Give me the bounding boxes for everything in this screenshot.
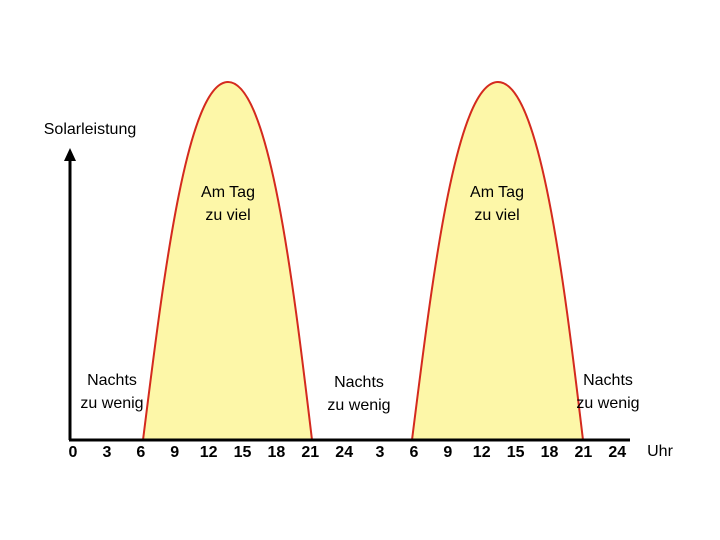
x-tick-label: 24 [335, 444, 353, 461]
x-axis-label: Uhr [647, 443, 673, 460]
annotation: Nachts [87, 372, 137, 389]
y-axis-arrow [64, 148, 76, 161]
x-tick-label: 6 [136, 444, 145, 461]
annotation: Nachts [583, 372, 633, 389]
x-tick-label: 3 [102, 444, 111, 461]
x-tick-label: 15 [234, 444, 252, 461]
day-curve [410, 80, 585, 441]
y-axis-label: Solarleistung [44, 121, 137, 138]
annotation: zu wenig [576, 395, 639, 412]
x-tick-label: 21 [301, 444, 319, 461]
x-tick-label: 9 [170, 444, 179, 461]
x-tick-label: 18 [541, 444, 559, 461]
x-tick-label: 18 [268, 444, 286, 461]
x-tick-label: 15 [507, 444, 525, 461]
x-tick-label: 9 [443, 444, 452, 461]
day-curve [141, 80, 314, 441]
annotation: zu wenig [80, 395, 143, 412]
x-tick-label: 12 [200, 444, 218, 461]
x-tick-label: 24 [608, 444, 626, 461]
x-tick-label: 0 [69, 444, 78, 461]
annotation: zu viel [474, 207, 519, 224]
x-tick-label: 6 [409, 444, 418, 461]
annotation: Am Tag [470, 184, 524, 201]
annotation: Am Tag [201, 184, 255, 201]
annotation: zu viel [205, 207, 250, 224]
x-tick-label: 12 [473, 444, 491, 461]
annotation: zu wenig [327, 397, 390, 414]
annotation: Nachts [334, 374, 384, 391]
x-tick-label: 3 [376, 444, 385, 461]
x-tick-label: 21 [575, 444, 593, 461]
